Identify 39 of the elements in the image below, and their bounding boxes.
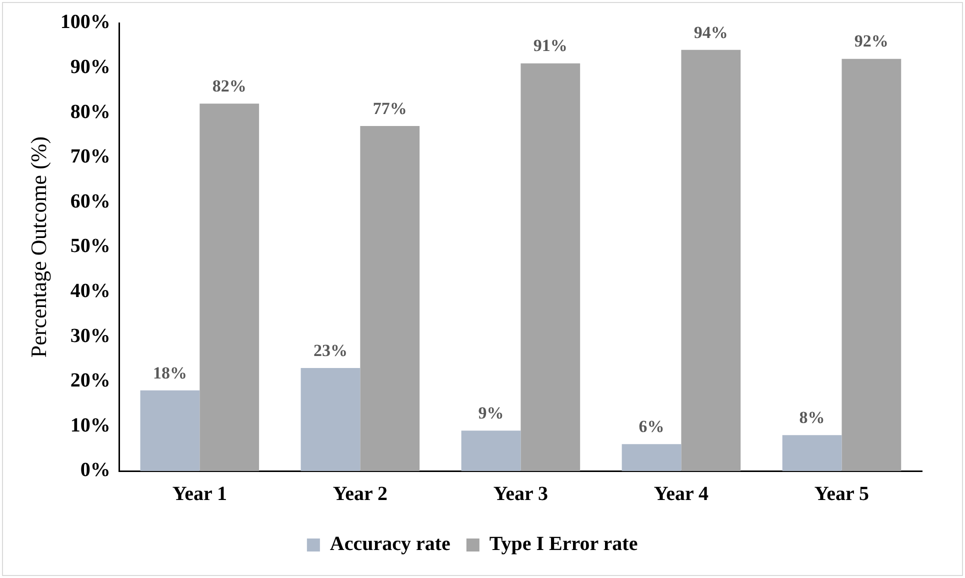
data-label: 91%: [533, 36, 568, 56]
x-tick-label: Year 2: [332, 483, 388, 506]
bar: [140, 390, 200, 471]
data-label: 8%: [799, 408, 825, 428]
y-tick-label: 80%: [70, 100, 110, 123]
legend-label: Type I Error rate: [489, 533, 638, 556]
bar: [360, 126, 420, 471]
data-label: 77%: [372, 98, 407, 118]
data-label: 92%: [854, 32, 888, 51]
bar: [842, 58, 902, 471]
legend-label: Accuracy rate: [330, 533, 451, 556]
y-tick-label: 20%: [70, 370, 110, 392]
data-label: 18%: [152, 363, 187, 382]
bar: [461, 430, 521, 471]
bar: [622, 444, 682, 471]
x-tick-label: Year 5: [814, 483, 870, 506]
bar: [681, 50, 741, 471]
y-tick-label: 50%: [70, 235, 110, 258]
y-tick-label: 30%: [70, 324, 110, 347]
data-label: 23%: [313, 340, 348, 360]
data-label: 9%: [478, 404, 504, 423]
bar: [300, 368, 360, 471]
y-tick-label: 70%: [70, 146, 110, 168]
data-label: 94%: [694, 22, 728, 42]
y-tick-label: 0%: [80, 459, 110, 482]
y-tick-label: 100%: [60, 11, 110, 34]
y-tick-label: 40%: [70, 280, 110, 302]
y-tick-label: 90%: [70, 56, 110, 78]
y-tick-label: 10%: [70, 414, 110, 436]
y-tick-label: 60%: [70, 190, 110, 212]
bar: [200, 104, 260, 471]
bar: [782, 435, 842, 471]
y-axis-title: Percentage Outcome (%): [26, 136, 51, 358]
data-label: 82%: [212, 76, 246, 96]
data-label: 6%: [638, 417, 664, 436]
x-tick-label: Year 3: [493, 483, 548, 506]
x-tick-label: Year 1: [172, 483, 227, 506]
x-tick-label: Year 4: [654, 483, 709, 506]
bar: [520, 63, 580, 471]
